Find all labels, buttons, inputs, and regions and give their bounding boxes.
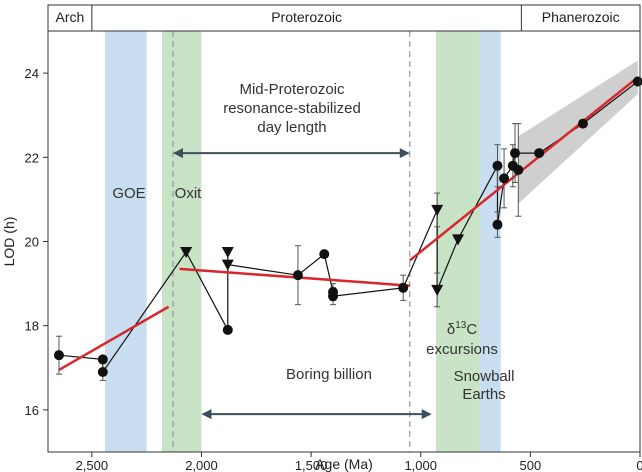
delta-carbon: C <box>466 321 477 338</box>
data-point-circle-15 <box>534 148 545 159</box>
y-tick-label-4: 24 <box>25 66 39 81</box>
data-point-circle-16 <box>577 118 588 129</box>
annotation-delta13c: δ13C <box>447 320 477 338</box>
y-tick-label-2: 20 <box>25 235 39 250</box>
x-tick-label-4: 500 <box>520 458 542 472</box>
annotation-mid-proterozoic: Mid-Proterozoic <box>239 81 345 98</box>
boundary-lines <box>172 31 411 452</box>
x-tick-label-2: 1,500 <box>295 458 328 472</box>
era-label-proterozoic: Proterozoic <box>271 9 342 25</box>
era-label-phanerozoic: Phanerozoic <box>542 9 620 25</box>
annotation-earths: Earths <box>462 386 505 403</box>
data-point-circle-3 <box>222 324 233 335</box>
y-axis-ticks: 16 18 20 22 24 <box>25 66 48 418</box>
data-point-circle-0 <box>53 350 64 361</box>
data-point-circle-4 <box>292 270 303 281</box>
band-3 <box>479 31 501 452</box>
trend-line-2 <box>408 76 639 262</box>
data-point-triangle-3 <box>431 204 444 216</box>
x-tick-label-3: 1,000 <box>404 458 437 472</box>
y-axis-title: LOD (h) <box>1 217 17 267</box>
annotation-day-length: day length <box>257 119 326 136</box>
confidence-band-area <box>518 60 638 204</box>
y-tick-label-3: 22 <box>25 150 39 165</box>
data-point-circle-5 <box>319 249 330 260</box>
mid-proterozoic-arrow-head-right <box>399 148 410 159</box>
annotation-snowball: Snowball <box>454 368 515 385</box>
data-point-triangle-1 <box>221 247 234 259</box>
boring-billion-arrow-head-right <box>421 409 432 420</box>
band-0 <box>105 31 147 452</box>
data-point-circle-14 <box>513 164 524 175</box>
era-header: Arch Proterozoic Phanerozoic <box>47 4 641 32</box>
annotation-oxit: Oxit <box>175 185 203 202</box>
y-tick-label-1: 18 <box>25 319 39 334</box>
data-points <box>53 76 642 378</box>
boring-billion-arrow-head-left <box>201 409 212 420</box>
data-point-circle-8 <box>398 282 409 293</box>
data-point-circle-2 <box>97 367 108 378</box>
x-tick-label-0: 2,500 <box>76 458 109 472</box>
x-axis-ticks: 2,500 2,000 1,500 1,000 500 0 <box>76 452 642 472</box>
annotation-excursions: excursions <box>426 341 498 358</box>
interval-arrows <box>172 148 432 420</box>
x-axis-title: Age (Ma) <box>315 456 373 472</box>
band-1 <box>162 31 202 452</box>
data-point-triangle-2 <box>221 259 234 271</box>
x-tick-label-1: 2,000 <box>185 458 218 472</box>
mid-proterozoic-arrow-head-left <box>172 148 183 159</box>
interval-bands <box>105 31 501 452</box>
annotation-goe: GOE <box>112 185 145 202</box>
data-point-circle-11 <box>492 219 503 230</box>
delta-symbol: δ <box>447 321 455 338</box>
data-point-triangle-0 <box>180 247 193 259</box>
data-point-triangle-4 <box>431 284 444 296</box>
data-point-circle-1 <box>97 354 108 365</box>
annotation-boring-billion: Boring billion <box>286 366 372 383</box>
data-point-circle-7 <box>328 291 339 302</box>
annotation-resonance-stabilized: resonance-stabilized <box>223 100 361 117</box>
delta-superscript: 13 <box>455 320 467 331</box>
x-tick-label-5: 0 <box>636 458 642 472</box>
trend-line-0 <box>58 305 170 371</box>
data-point-circle-13 <box>510 148 521 159</box>
data-point-circle-10 <box>499 173 510 184</box>
era-label-arch: Arch <box>56 9 85 25</box>
confidence-band <box>518 60 638 204</box>
y-tick-label-0: 16 <box>25 403 39 418</box>
data-point-circle-9 <box>492 160 503 171</box>
data-point-triangle-5 <box>452 234 465 246</box>
